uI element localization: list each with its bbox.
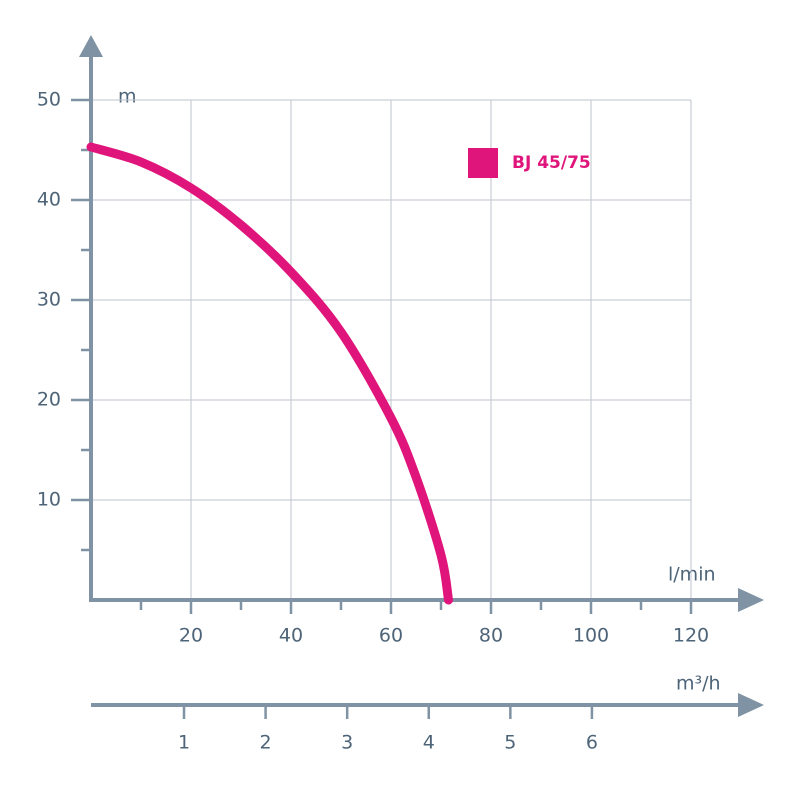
- y-arrow: [79, 35, 103, 57]
- x2-tick-label: 3: [341, 732, 353, 754]
- x-tick-label: 40: [279, 625, 303, 647]
- curve: [86, 142, 453, 605]
- y-tick-label: 40: [37, 189, 61, 211]
- x-tick-label: 120: [673, 625, 709, 647]
- x2-tick-label: 4: [423, 732, 435, 754]
- x2-tick-label: 5: [504, 732, 516, 754]
- x2-tick-label: 2: [260, 732, 272, 754]
- legend-label: BJ 45/75: [512, 153, 591, 173]
- x2-axis-label: m³/h: [676, 673, 721, 695]
- y-tick-label: 50: [37, 89, 61, 111]
- x-arrow: [738, 588, 764, 612]
- x-tick-label: 100: [573, 625, 609, 647]
- x-axis-label: l/min: [668, 564, 716, 586]
- y-tick-label: 20: [37, 389, 61, 411]
- y-axis-label: m: [118, 86, 137, 108]
- x2-tick-label: 6: [586, 732, 598, 754]
- legend-swatch: [468, 148, 498, 178]
- x2-tick-label: 1: [178, 732, 190, 754]
- x-tick-label: 20: [179, 625, 203, 647]
- x-tick-label: 80: [479, 625, 503, 647]
- x-tick-label: 60: [379, 625, 403, 647]
- y-tick-label: 30: [37, 289, 61, 311]
- x2-arrow: [738, 693, 764, 717]
- y-tick-label: 10: [37, 489, 61, 511]
